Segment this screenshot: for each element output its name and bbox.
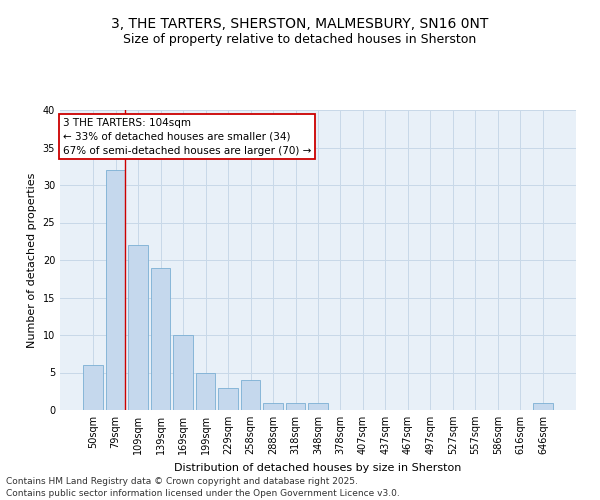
Bar [263, 402, 283, 410]
Bar [83, 365, 103, 410]
Bar [241, 380, 260, 410]
Bar [533, 402, 553, 410]
Bar [151, 268, 170, 410]
Text: 3, THE TARTERS, SHERSTON, MALMESBURY, SN16 0NT: 3, THE TARTERS, SHERSTON, MALMESBURY, SN… [112, 18, 488, 32]
Text: Size of property relative to detached houses in Sherston: Size of property relative to detached ho… [124, 32, 476, 46]
X-axis label: Distribution of detached houses by size in Sherston: Distribution of detached houses by size … [175, 462, 461, 472]
Text: 3 THE TARTERS: 104sqm
← 33% of detached houses are smaller (34)
67% of semi-deta: 3 THE TARTERS: 104sqm ← 33% of detached … [62, 118, 311, 156]
Bar [218, 388, 238, 410]
Text: Contains HM Land Registry data © Crown copyright and database right 2025.
Contai: Contains HM Land Registry data © Crown c… [6, 476, 400, 498]
Bar [196, 372, 215, 410]
Bar [106, 170, 125, 410]
Bar [308, 402, 328, 410]
Bar [173, 335, 193, 410]
Bar [286, 402, 305, 410]
Y-axis label: Number of detached properties: Number of detached properties [27, 172, 37, 348]
Bar [128, 245, 148, 410]
